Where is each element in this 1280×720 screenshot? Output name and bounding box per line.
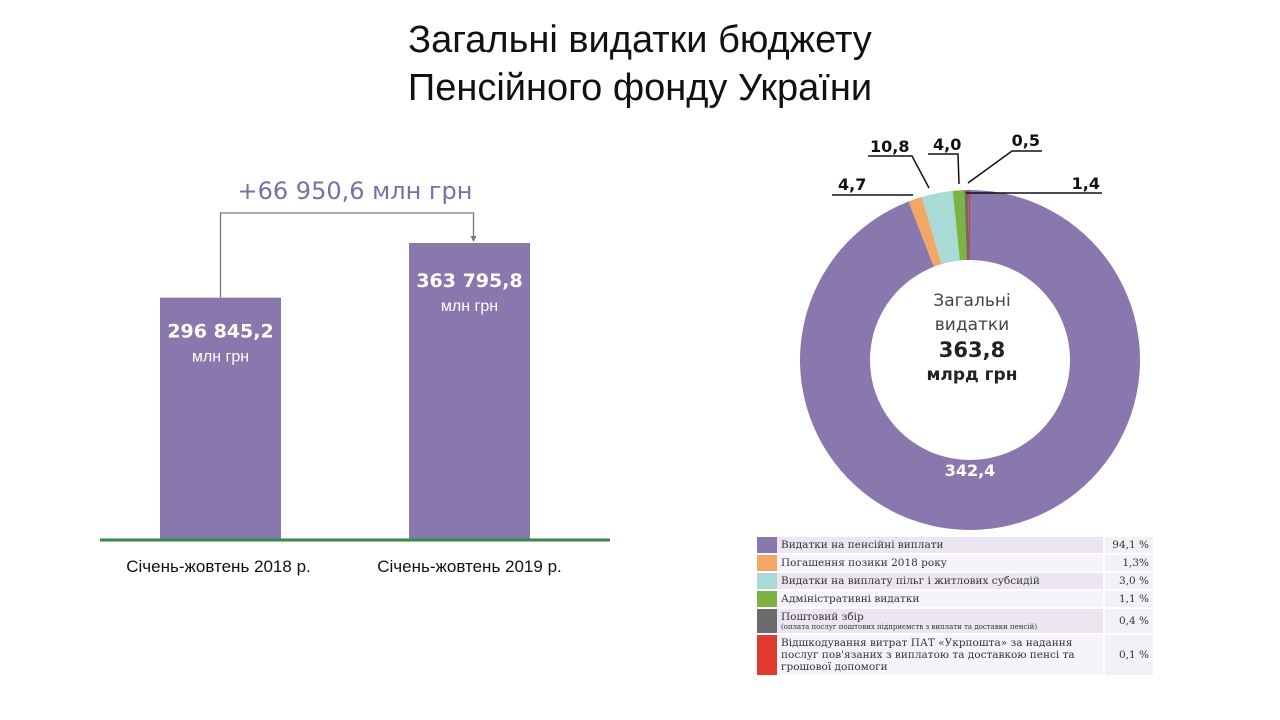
donut-slice	[800, 190, 1141, 531]
legend-label: Видатки на виплату пільг і житлових субс…	[777, 573, 1103, 589]
bar	[409, 243, 530, 540]
center-unit: млрд грн	[927, 365, 1018, 385]
legend-label: Погашення позики 2018 року	[777, 555, 1103, 571]
bar-value-label: 296 845,2	[167, 321, 273, 343]
legend-swatch	[757, 591, 777, 607]
legend-label-text: Поштовий збір	[781, 611, 864, 623]
slice-value-label: 4,0	[933, 135, 961, 154]
callout-line	[868, 155, 930, 189]
donut-slice	[968, 190, 970, 261]
callout-line	[928, 153, 960, 185]
legend-row: Видатки на виплату пільг і житлових субс…	[757, 573, 1153, 589]
legend-swatch	[757, 573, 777, 589]
center-text: Загальні	[933, 291, 1010, 311]
legend-label-text: Видатки на виплату пільг і житлових субс…	[781, 575, 1040, 587]
legend-swatch	[757, 555, 777, 571]
legend-percent: 94,1 %	[1103, 537, 1153, 553]
legend-percent: 0,1 %	[1103, 635, 1153, 675]
legend-label-text: Відшкодування витрат ПАТ «Укрпошта» за н…	[781, 637, 1075, 673]
bar-unit-label: млн грн	[192, 349, 249, 366]
legend-label-text: Адміністративні видатки	[781, 593, 920, 605]
difference-bracket	[219, 212, 475, 298]
center-value: 363,8	[939, 338, 1005, 362]
legend-percent: 1,3%	[1103, 555, 1153, 571]
center-text: видатки	[935, 315, 1009, 335]
bar-unit-label: млн грн	[441, 298, 498, 315]
pie-legend: Видатки на пенсійні виплати 94,1 % Погашен…	[757, 535, 1153, 677]
donut-slice	[952, 190, 967, 261]
legend-percent: 1,1 %	[1103, 591, 1153, 607]
legend-swatch	[757, 635, 777, 675]
slice-value-label: 342,4	[945, 461, 996, 480]
legend-percent: 0,4 %	[1103, 609, 1153, 633]
donut-slice	[908, 197, 942, 267]
legend-row: Поштовий збір (оплата послуг поштових під…	[757, 609, 1153, 633]
legend-row: Погашення позики 2018 року 1,3%	[757, 555, 1153, 571]
legend-label: Поштовий збір (оплата послуг поштових під…	[777, 609, 1103, 633]
donut-slice	[964, 190, 970, 261]
legend-percent: 3,0 %	[1103, 573, 1153, 589]
slice-value-label: 4,7	[838, 175, 866, 194]
bar	[160, 297, 281, 540]
title-line-2: Пенсійного фонду України	[407, 67, 873, 109]
slice-value-label: 10,8	[870, 137, 909, 156]
arrow-head-icon	[470, 236, 477, 242]
legend-label: Видатки на пенсійні виплати	[777, 537, 1103, 553]
donut-slice	[921, 190, 960, 265]
legend-swatch	[757, 609, 777, 633]
legend-row: Видатки на пенсійні виплати 94,1 %	[757, 537, 1153, 553]
legend-row: Адміністративні видатки 1,1 %	[757, 591, 1153, 607]
x-tick-label: Січень-жовтень 2019 р.	[377, 557, 562, 576]
legend-label: Адміністративні видатки	[777, 591, 1103, 607]
x-tick-label: Січень-жовтень 2018 р.	[126, 557, 311, 576]
bar-value-label: 363 795,8	[416, 270, 522, 292]
slice-value-label: 1,4	[1072, 174, 1100, 193]
legend-label-text: Видатки на пенсійні виплати	[781, 539, 944, 551]
legend-label-text: Погашення позики 2018 року	[781, 557, 947, 569]
difference-label: +66 950,6 млн грн	[238, 177, 473, 205]
legend-label: Відшкодування витрат ПАТ «Укрпошта» за н…	[777, 635, 1103, 675]
legend-swatch	[757, 537, 777, 553]
callout-line	[967, 150, 1042, 184]
page-title: Загальні видатки бюджету Пенсійного фонд…	[0, 16, 1280, 112]
legend-row: Відшкодування витрат ПАТ «Укрпошта» за н…	[757, 635, 1153, 675]
title-line-1: Загальні видатки бюджету	[408, 19, 872, 61]
slice-value-label: 0,5	[1012, 131, 1040, 150]
legend-sublabel: (оплата послуг поштових підприємств з ви…	[781, 623, 1038, 631]
